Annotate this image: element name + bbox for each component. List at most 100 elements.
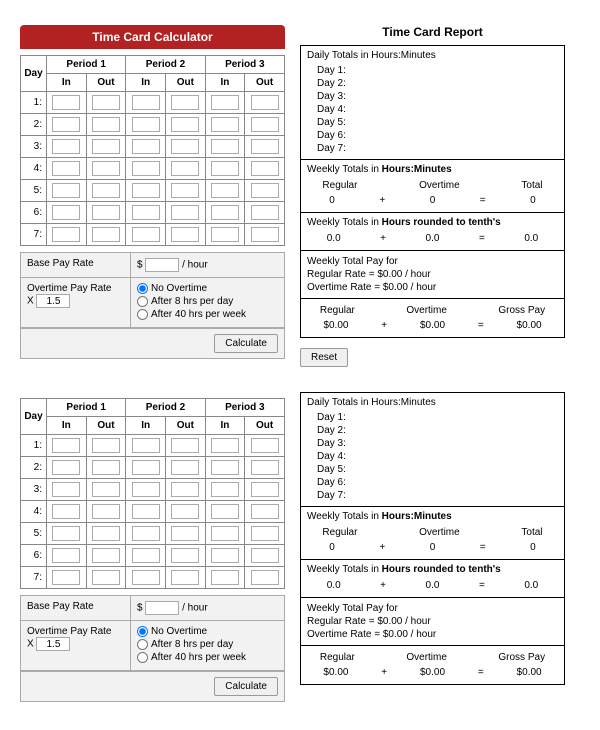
time-input[interactable]: [251, 183, 279, 198]
time-input[interactable]: [92, 139, 120, 154]
time-input[interactable]: [52, 227, 80, 242]
time-input[interactable]: [251, 95, 279, 110]
time-input[interactable]: [211, 570, 239, 585]
time-input[interactable]: [52, 139, 80, 154]
time-input[interactable]: [211, 205, 239, 220]
time-input[interactable]: [251, 161, 279, 176]
time-input[interactable]: [171, 526, 199, 541]
ot-mult-input[interactable]: [36, 637, 70, 651]
time-input[interactable]: [171, 504, 199, 519]
calculate-button[interactable]: Calculate: [214, 677, 278, 696]
equals-sign: =: [478, 667, 484, 678]
time-input[interactable]: [211, 183, 239, 198]
time-input[interactable]: [211, 526, 239, 541]
time-input[interactable]: [251, 460, 279, 475]
reset-button[interactable]: Reset: [300, 348, 348, 367]
time-input[interactable]: [52, 161, 80, 176]
time-input[interactable]: [52, 95, 80, 110]
ot-none-radio[interactable]: [137, 626, 148, 637]
time-input[interactable]: [52, 482, 80, 497]
time-input[interactable]: [251, 139, 279, 154]
ot-8-radio[interactable]: [137, 639, 148, 650]
time-input[interactable]: [132, 460, 160, 475]
time-input[interactable]: [92, 548, 120, 563]
time-input[interactable]: [171, 460, 199, 475]
time-input[interactable]: [92, 504, 120, 519]
time-input[interactable]: [251, 482, 279, 497]
time-input[interactable]: [171, 548, 199, 563]
time-input[interactable]: [92, 95, 120, 110]
time-input[interactable]: [132, 438, 160, 453]
weekly-hm-bold: Hours:Minutes: [382, 511, 452, 522]
time-input[interactable]: [171, 183, 199, 198]
time-input[interactable]: [251, 526, 279, 541]
time-input[interactable]: [251, 548, 279, 563]
time-input[interactable]: [171, 570, 199, 585]
time-input[interactable]: [251, 227, 279, 242]
time-input[interactable]: [211, 438, 239, 453]
time-input[interactable]: [211, 161, 239, 176]
time-input[interactable]: [132, 183, 160, 198]
calculate-button[interactable]: Calculate: [214, 334, 278, 353]
time-input[interactable]: [132, 205, 160, 220]
time-input[interactable]: [171, 227, 199, 242]
time-input[interactable]: [92, 460, 120, 475]
time-input[interactable]: [132, 227, 160, 242]
time-input[interactable]: [52, 183, 80, 198]
time-input[interactable]: [92, 205, 120, 220]
time-input[interactable]: [251, 438, 279, 453]
ot-40-radio[interactable]: [137, 309, 148, 320]
time-input[interactable]: [171, 482, 199, 497]
time-input[interactable]: [251, 570, 279, 585]
time-input[interactable]: [52, 117, 80, 132]
time-input[interactable]: [92, 438, 120, 453]
time-input[interactable]: [132, 161, 160, 176]
time-input[interactable]: [52, 526, 80, 541]
time-input[interactable]: [251, 117, 279, 132]
time-input[interactable]: [52, 504, 80, 519]
time-input[interactable]: [132, 548, 160, 563]
time-input[interactable]: [251, 205, 279, 220]
time-input[interactable]: [52, 438, 80, 453]
ot-none-radio[interactable]: [137, 283, 148, 294]
ot-mult-input[interactable]: [36, 294, 70, 308]
pay-section: Base Pay Rate $ / hour Overtime Pay Rate…: [20, 252, 285, 359]
base-pay-input[interactable]: [145, 601, 179, 615]
base-pay-input[interactable]: [145, 258, 179, 272]
time-input[interactable]: [211, 139, 239, 154]
time-input[interactable]: [211, 227, 239, 242]
time-input[interactable]: [92, 482, 120, 497]
time-input[interactable]: [132, 482, 160, 497]
time-input[interactable]: [211, 504, 239, 519]
time-input[interactable]: [171, 161, 199, 176]
time-input[interactable]: [132, 139, 160, 154]
time-input[interactable]: [171, 205, 199, 220]
time-input[interactable]: [92, 161, 120, 176]
time-input[interactable]: [92, 570, 120, 585]
time-input[interactable]: [211, 482, 239, 497]
ot-8-radio[interactable]: [137, 296, 148, 307]
time-input[interactable]: [92, 117, 120, 132]
time-input[interactable]: [132, 504, 160, 519]
time-input[interactable]: [92, 526, 120, 541]
time-input[interactable]: [171, 139, 199, 154]
time-input[interactable]: [211, 460, 239, 475]
time-input[interactable]: [52, 548, 80, 563]
time-input[interactable]: [92, 183, 120, 198]
time-input[interactable]: [92, 227, 120, 242]
time-input[interactable]: [132, 570, 160, 585]
time-input[interactable]: [211, 117, 239, 132]
time-input[interactable]: [211, 95, 239, 110]
ot-40-radio[interactable]: [137, 652, 148, 663]
time-input[interactable]: [52, 205, 80, 220]
time-input[interactable]: [132, 526, 160, 541]
time-input[interactable]: [132, 95, 160, 110]
time-input[interactable]: [171, 95, 199, 110]
time-input[interactable]: [52, 460, 80, 475]
time-input[interactable]: [52, 570, 80, 585]
time-input[interactable]: [171, 117, 199, 132]
time-input[interactable]: [171, 438, 199, 453]
time-input[interactable]: [132, 117, 160, 132]
time-input[interactable]: [251, 504, 279, 519]
time-input[interactable]: [211, 548, 239, 563]
